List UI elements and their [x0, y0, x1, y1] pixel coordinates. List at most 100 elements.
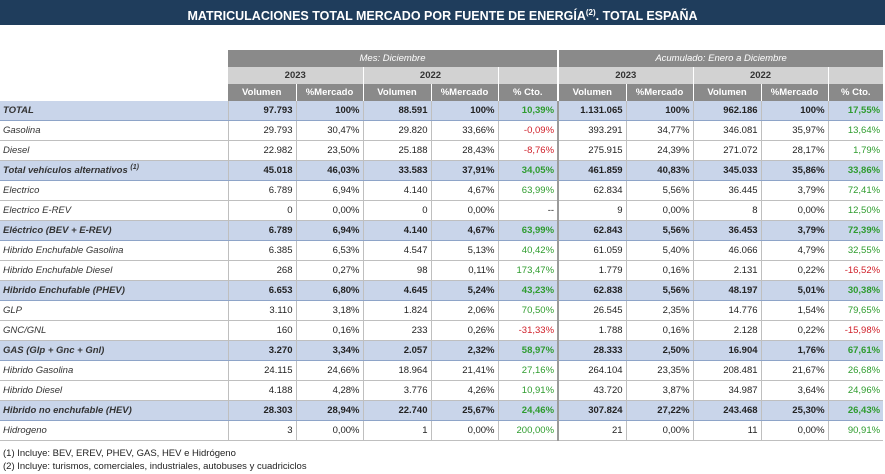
subtotal-row: Hibrido no enchufable (HEV) 28.303 28,94% 2… — [0, 400, 884, 421]
month-share-2023-cell: 100% — [295, 101, 363, 121]
cumulative-volume-2022-cell: 2.131 — [692, 260, 762, 281]
col-growth: % Cto. — [497, 84, 559, 101]
month-volume-2023-cell: 4.188 — [227, 380, 296, 401]
registrations-table: Mes: Diciembre Acumulado: Enero a Diciem… — [0, 50, 884, 441]
table-row: Electrico 6.789 6,94% 4.140 4,67% 63,99% 62.83… — [0, 180, 884, 201]
row-label: Total vehículos alternativos (1) — [0, 160, 228, 181]
col-volume: Volumen — [692, 84, 762, 101]
month-volume-2022-cell: 88.591 — [362, 101, 431, 121]
col-share: %Mercado — [625, 84, 694, 101]
cumulative-share-2023-cell: 0,16% — [625, 320, 694, 341]
cumulative-growth-cell: 30,38% — [827, 280, 884, 301]
cumulative-volume-2023-cell: 264.104 — [557, 360, 627, 381]
month-volume-2022-cell: 3.776 — [362, 380, 431, 401]
cumulative-share-2022-cell: 0,00% — [760, 420, 829, 441]
cumulative-volume-2022-cell: 48.197 — [692, 280, 762, 301]
month-share-2023-cell: 4,28% — [295, 380, 363, 401]
cumulative-share-2023-cell: 2,35% — [625, 300, 694, 321]
cumulative-growth-cell: 90,91% — [827, 420, 884, 441]
month-volume-2022-cell: 18.964 — [362, 360, 431, 381]
cumulative-growth-cell: 24,96% — [827, 380, 884, 401]
month-volume-2023-cell: 6.385 — [227, 240, 296, 261]
cumulative-share-2023-cell: 0,00% — [625, 200, 694, 221]
col-share: %Mercado — [430, 84, 498, 101]
month-share-2023-cell: 46,03% — [295, 160, 363, 181]
month-volume-2022-cell: 4.140 — [362, 180, 431, 201]
month-share-2022-cell: 2,06% — [430, 300, 498, 321]
cumulative-share-2022-cell: 35,97% — [760, 120, 829, 141]
cumulative-share-2023-cell: 100% — [625, 101, 694, 121]
header-blank — [0, 67, 228, 84]
cumulative-volume-2023-cell: 62.834 — [557, 180, 627, 201]
title-suffix: . TOTAL ESPAÑA — [595, 9, 698, 24]
footnote-1: (1) Incluye: BEV, EREV, PHEV, GAS, HEV e… — [3, 448, 236, 459]
table-row: GNC/GNL 160 0,16% 233 0,26% -31,33% 1.788 0,16%… — [0, 320, 884, 341]
row-label-text: Gasolina — [3, 125, 41, 136]
month-volume-2023-cell: 29.793 — [227, 120, 296, 141]
month-share-2022-cell: 37,91% — [430, 160, 498, 181]
cumulative-volume-2023-cell: 1.788 — [557, 320, 627, 341]
cumulative-volume-2023-cell: 62.843 — [557, 220, 627, 241]
header-year-row: 2023 2022 2023 2022 — [0, 67, 884, 84]
cumulative-share-2023-cell: 0,16% — [625, 260, 694, 281]
month-growth-cell: 63,99% — [497, 180, 559, 201]
table-row: Hibrido Diesel 4.188 4,28% 3.776 4,26% 10,91%… — [0, 380, 884, 401]
month-share-2023-cell: 30,47% — [295, 120, 363, 141]
row-label-text: Hidrogeno — [3, 425, 47, 436]
month-share-2023-cell: 6,80% — [295, 280, 363, 301]
cumulative-growth-cell: 1,79% — [827, 140, 884, 161]
cumulative-volume-2022-cell: 14.776 — [692, 300, 762, 321]
cumulative-share-2022-cell: 5,01% — [760, 280, 829, 301]
cumulative-share-2022-cell: 0,00% — [760, 200, 829, 221]
month-growth-cell: -31,33% — [497, 320, 559, 341]
month-share-2023-cell: 6,94% — [295, 220, 363, 241]
row-label-text: GLP — [3, 305, 23, 316]
row-label-text: Hibrido Diesel — [3, 385, 63, 396]
month-volume-2022-cell: 98 — [362, 260, 431, 281]
month-share-2023-cell: 3,34% — [295, 340, 363, 361]
month-growth-cell: 24,46% — [497, 400, 559, 421]
row-label: Hibrido no enchufable (HEV) — [0, 400, 228, 421]
month-volume-2022-cell: 4.547 — [362, 240, 431, 261]
month-volume-2023-cell: 3.270 — [227, 340, 296, 361]
cumulative-volume-2022-cell: 208.481 — [692, 360, 762, 381]
subtotal-row: GAS (Glp + Gnc + Gnl) 3.270 3,34% 2.057 2,32… — [0, 340, 884, 361]
cumulative-growth-cell: 72,39% — [827, 220, 884, 241]
month-share-2022-cell: 0,00% — [430, 200, 498, 221]
cumulative-volume-2023-cell: 43.720 — [557, 380, 627, 401]
month-share-2022-cell: 21,41% — [430, 360, 498, 381]
month-share-2023-cell: 0,00% — [295, 200, 363, 221]
cumulative-volume-2022-cell: 271.072 — [692, 140, 762, 161]
cumulative-growth-cell: 12,50% — [827, 200, 884, 221]
header-blank — [497, 67, 559, 84]
month-volume-2023-cell: 45.018 — [227, 160, 296, 181]
month-volume-2023-cell: 268 — [227, 260, 296, 281]
month-volume-2022-cell: 1.824 — [362, 300, 431, 321]
month-growth-cell: -- — [497, 200, 559, 221]
row-label-text: TOTAL — [3, 105, 34, 116]
cumulative-volume-2023-cell: 28.333 — [557, 340, 627, 361]
cumulative-volume-2022-cell: 8 — [692, 200, 762, 221]
cumulative-volume-2023-cell: 61.059 — [557, 240, 627, 261]
col-share: %Mercado — [295, 84, 363, 101]
cumulative-growth-cell: 32,55% — [827, 240, 884, 261]
cumulative-growth-cell: 72,41% — [827, 180, 884, 201]
cumulative-share-2022-cell: 21,67% — [760, 360, 829, 381]
month-share-2022-cell: 5,24% — [430, 280, 498, 301]
cumulative-growth-cell: 33,86% — [827, 160, 884, 181]
header-cum-year-current: 2023 — [557, 67, 694, 84]
header-cumulative-group: Acumulado: Enero a Diciembre — [557, 50, 884, 67]
table-row: Hidrogeno 3 0,00% 1 0,00% 200,00% 21 0,00% 11 0,0… — [0, 420, 884, 441]
header-blank — [827, 67, 884, 84]
cumulative-volume-2022-cell: 962.186 — [692, 101, 762, 121]
month-share-2022-cell: 4,26% — [430, 380, 498, 401]
month-volume-2022-cell: 4.645 — [362, 280, 431, 301]
month-volume-2022-cell: 33.583 — [362, 160, 431, 181]
header-column-row: Volumen %Mercado Volumen %Mercado % Cto.… — [0, 84, 884, 101]
cumulative-share-2022-cell: 25,30% — [760, 400, 829, 421]
month-volume-2023-cell: 24.115 — [227, 360, 296, 381]
month-share-2023-cell: 0,27% — [295, 260, 363, 281]
table-row: GLP 3.110 3,18% 1.824 2,06% 70,50% 26.545 2,35%… — [0, 300, 884, 321]
month-share-2023-cell: 23,50% — [295, 140, 363, 161]
cumulative-share-2022-cell: 1,76% — [760, 340, 829, 361]
